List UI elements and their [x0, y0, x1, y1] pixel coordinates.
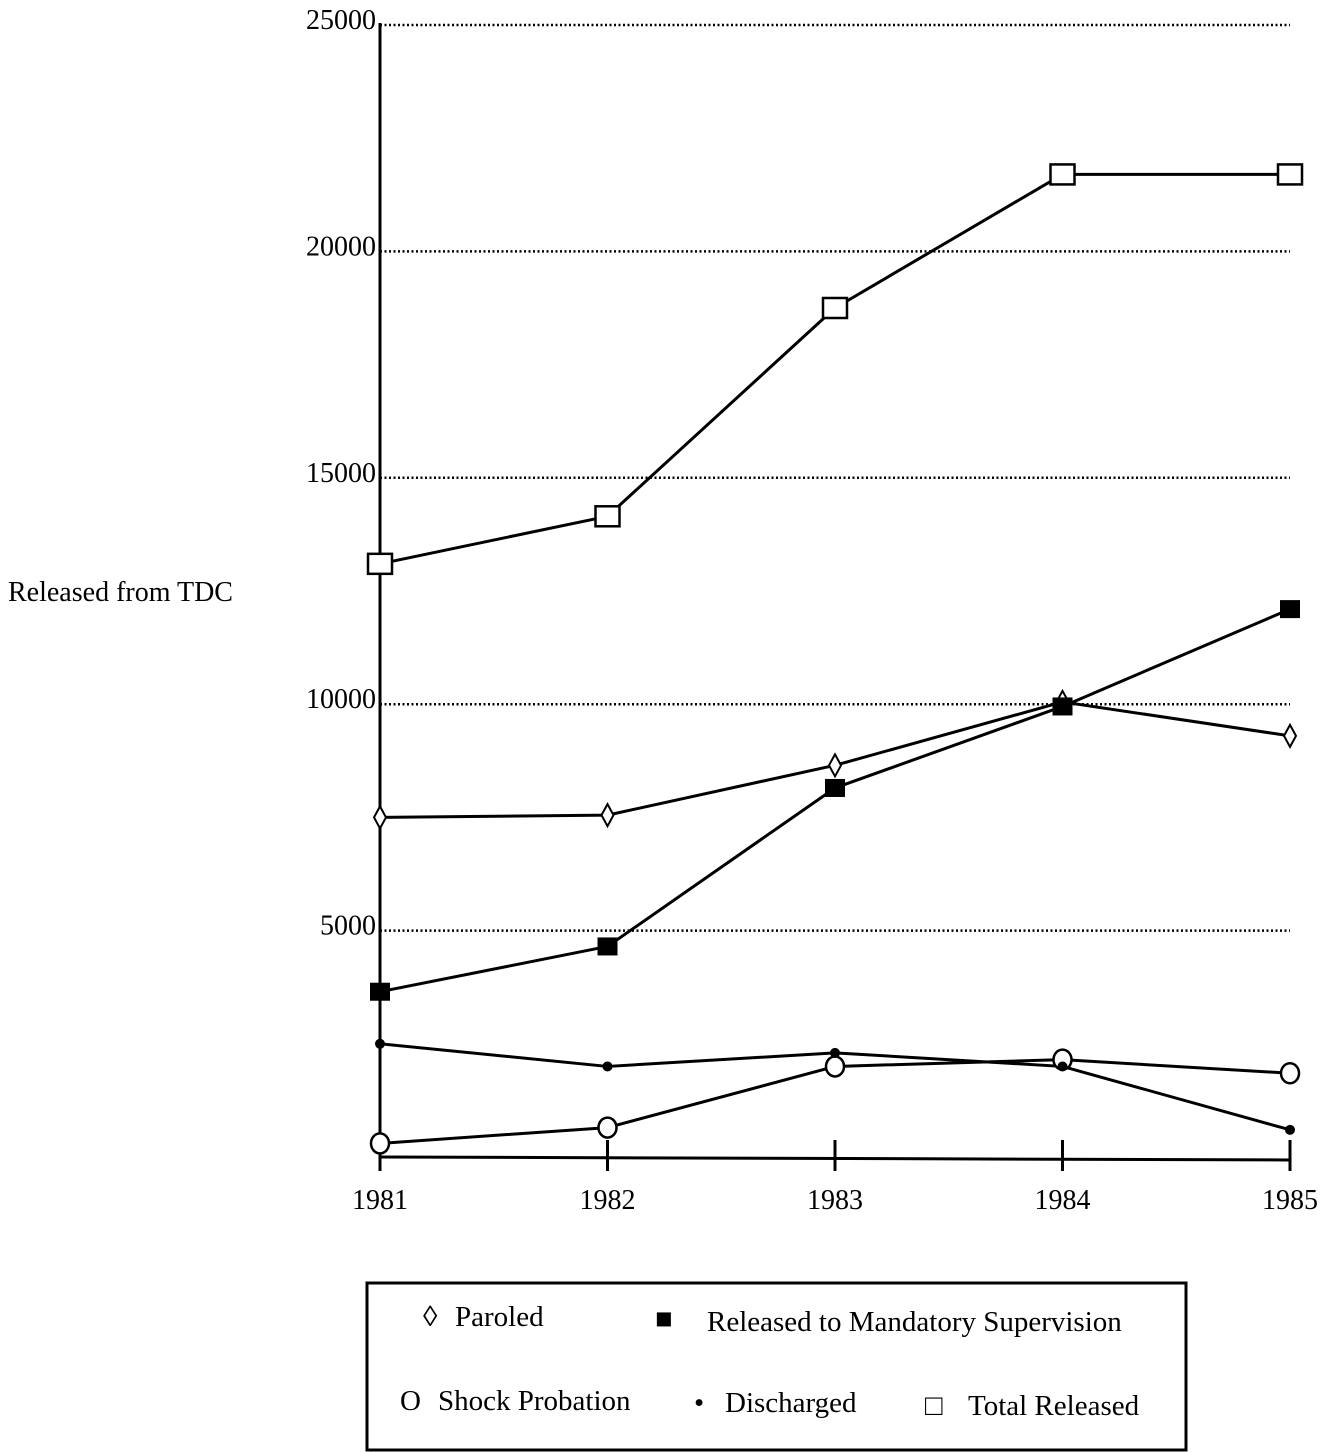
marker-shock-probation-1985 [1279, 1061, 1301, 1085]
legend-label-mandatory-supervision: Released to Mandatory Supervision [707, 1306, 1122, 1338]
marker-released-to-mandatory-supervision-1982 [597, 937, 618, 956]
legend-symbol-total-released: □ [925, 1390, 943, 1422]
legend-label-total-released: Total Released [968, 1390, 1140, 1422]
marker-released-to-mandatory-supervision-1985 [1280, 600, 1300, 619]
x-tick-label-1985: 1985 [1262, 1185, 1318, 1216]
x-tick-label-1982: 1982 [580, 1185, 636, 1216]
marker-shock-probation-1983 [824, 1055, 846, 1078]
series-line-total-released [379, 172, 1290, 566]
marker-total-released-1984 [1049, 163, 1076, 186]
legend-symbol-mandatory-supervision: ■ [655, 1303, 673, 1335]
y-tick-label-5000: 5000 [320, 911, 376, 942]
y-tick-label-20000: 20000 [306, 231, 376, 262]
series-lines [379, 172, 1291, 1145]
axes [378, 23, 1292, 1171]
legend: ◊ Paroled ■ Released to Mandatory Superv… [365, 1281, 1188, 1452]
y-tick-label-10000: 10000 [306, 684, 376, 715]
gridlines [380, 23, 1290, 932]
marker-paroled-1983 [827, 752, 843, 779]
marker-paroled-1981 [372, 804, 388, 831]
marker-total-released-1985 [1276, 163, 1304, 186]
tick-labels: 5000 10000 15000 20000 25000 1981 1982 1983 1984… [306, 5, 1318, 1216]
legend-box [365, 1281, 1188, 1452]
marker-total-released-1983 [821, 296, 849, 320]
marker-shock-probation-1982 [597, 1116, 618, 1139]
marker-discharged-1981 [375, 1038, 385, 1049]
legend-label-paroled: Paroled [455, 1301, 544, 1333]
y-tick-label-25000: 25000 [306, 5, 376, 36]
marker-total-released-1982 [594, 505, 621, 528]
legend-label-discharged: Discharged [725, 1387, 857, 1419]
legend-symbol-shock-probation: O [400, 1385, 421, 1417]
y-axis-label: Released from TDC [8, 577, 233, 608]
marker-discharged-1985 [1285, 1124, 1295, 1135]
x-tick-label-1983: 1983 [807, 1185, 863, 1216]
marker-paroled-1982 [600, 802, 615, 829]
marker-shock-probation-1981 [369, 1132, 391, 1155]
marker-total-released-1981 [366, 552, 394, 576]
x-tick-label-1981: 1981 [352, 1185, 408, 1216]
marker-discharged-1984 [1057, 1061, 1068, 1072]
legend-symbol-paroled: ◊ [423, 1301, 438, 1333]
y-tick-label-15000: 15000 [306, 458, 376, 489]
marker-released-to-mandatory-supervision-1981 [370, 982, 390, 1001]
marker-released-to-mandatory-supervision-1984 [1052, 697, 1073, 716]
marker-discharged-1983 [830, 1047, 840, 1058]
marker-released-to-mandatory-supervision-1983 [825, 778, 845, 797]
marker-discharged-1982 [602, 1061, 613, 1072]
legend-symbol-discharged: • [694, 1387, 704, 1419]
marker-paroled-1985 [1282, 722, 1298, 749]
legend-label-shock-probation: Shock Probation [438, 1385, 631, 1417]
series-line-released-to-mandatory-supervision [379, 607, 1291, 994]
x-tick-label-1984: 1984 [1035, 1185, 1091, 1216]
series-markers [366, 163, 1304, 1155]
